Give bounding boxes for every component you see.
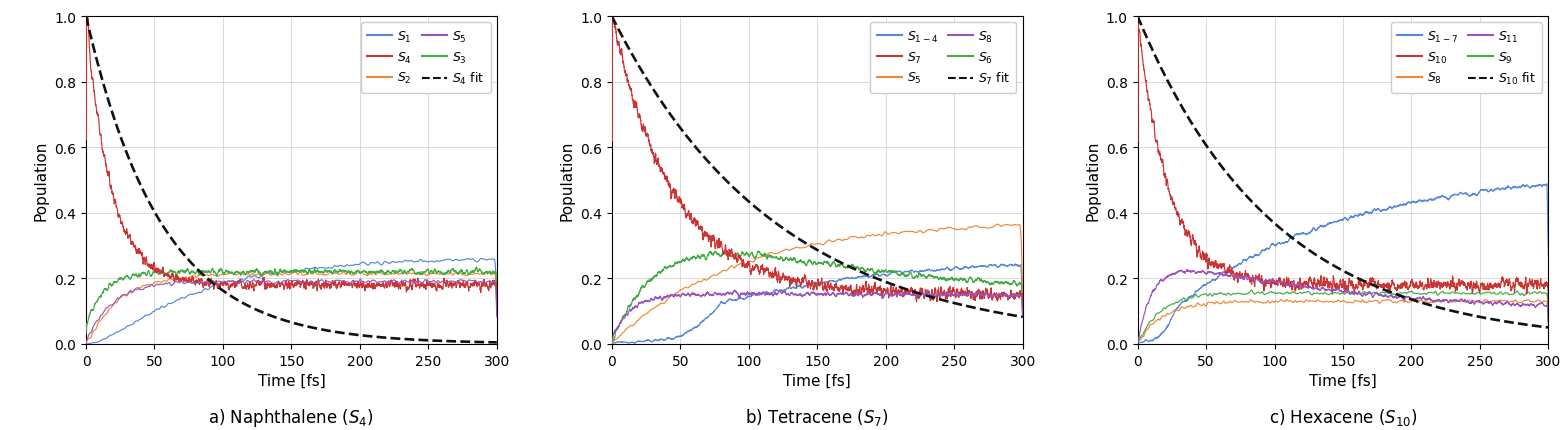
Y-axis label: Population: Population bbox=[560, 141, 574, 221]
Y-axis label: Population: Population bbox=[1085, 141, 1101, 221]
Legend: $S_{1-7}$, $S_{10}$, $S_8$, $S_{11}$, $S_9$, $S_{10}$ fit: $S_{1-7}$, $S_{10}$, $S_8$, $S_{11}$, $S… bbox=[1390, 24, 1542, 93]
X-axis label: Time [fs]: Time [fs] bbox=[784, 373, 851, 388]
Legend: $S_1$, $S_4$, $S_2$, $S_5$, $S_3$, $S_4$ fit: $S_1$, $S_4$, $S_2$, $S_5$, $S_3$, $S_4$… bbox=[361, 24, 491, 93]
X-axis label: Time [fs]: Time [fs] bbox=[1309, 373, 1376, 388]
Text: c) Hexacene ($S_{10}$): c) Hexacene ($S_{10}$) bbox=[1268, 406, 1417, 427]
Y-axis label: Population: Population bbox=[34, 141, 48, 221]
X-axis label: Time [fs]: Time [fs] bbox=[258, 373, 325, 388]
Legend: $S_{1-4}$, $S_7$, $S_5$, $S_8$, $S_6$, $S_7$ fit: $S_{1-4}$, $S_7$, $S_5$, $S_8$, $S_6$, $… bbox=[870, 24, 1017, 93]
Text: a) Naphthalene ($S_4$): a) Naphthalene ($S_4$) bbox=[208, 406, 374, 428]
Text: b) Tetracene ($S_7$): b) Tetracene ($S_7$) bbox=[746, 406, 888, 427]
